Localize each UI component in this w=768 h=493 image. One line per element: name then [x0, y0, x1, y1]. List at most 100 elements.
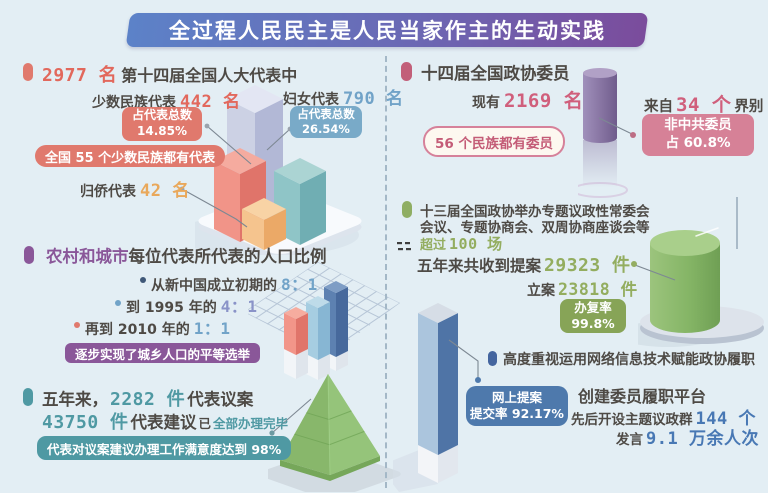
- proposals-label: 五年来共收到提案: [417, 257, 542, 275]
- women-line: 妇女代表 790 名: [283, 84, 403, 109]
- tech-header-text: 高度重视运用网络信息技术赋能政协履职: [503, 352, 755, 368]
- ratio-item2-value: 4：1: [220, 297, 258, 316]
- ratio-header: 农村和城市 每位代表所代表的人口比例: [46, 243, 327, 267]
- meetings-count: 100 场: [449, 235, 503, 253]
- cppcc-sectors-suffix: 界别: [734, 99, 764, 115]
- ethnic-members-text: 56 个民族都有委员: [435, 135, 553, 152]
- women-share-label: 占代表总数: [297, 107, 355, 122]
- online-proposal-label: 网上提案: [491, 389, 542, 405]
- ratio-note-pill: 逐步实现了城乡人口的平等选举: [65, 343, 261, 363]
- women-label: 妇女代表: [283, 92, 339, 108]
- pyramid-graphic: [268, 373, 401, 492]
- filed-label: 立案: [527, 283, 555, 299]
- ratio-item3-text: 再到 2010 年的: [85, 322, 190, 338]
- ratio-item3-value: 1：1: [193, 319, 231, 338]
- platform-title-text: 创建委员履职平台: [578, 387, 707, 406]
- proposals-line: 五年来共收到提案 29323 件: [417, 251, 631, 277]
- ratio-item1: 从新中国成立初期的 8：1: [151, 271, 318, 295]
- ratio-header-text: 每位代表所代表的人口比例: [128, 247, 327, 266]
- meetings-bullet-icon: [402, 201, 412, 218]
- suggestions-label: 代表建议: [130, 413, 197, 432]
- minority-share-badge: 占代表总数 14.85%: [122, 107, 202, 141]
- non-cpc-label: 非中共委员: [664, 117, 732, 134]
- ratio-item2: 到 1995 年的 4：1: [126, 293, 258, 317]
- cppcc-current-line: 现有 2169 名: [472, 86, 583, 113]
- motions-line1: 五年来， 2282 件 代表议案: [42, 385, 253, 411]
- npc-bullet-icon: [23, 63, 33, 81]
- suggestions-status: 全部办理完毕: [213, 416, 289, 431]
- non-cpc-badge: 非中共委员 占 60.8%: [642, 114, 754, 156]
- tech-bullet-icon: [488, 351, 497, 366]
- npc-bar-chart-graphic: [195, 85, 362, 255]
- motions-bullet-icon: [23, 388, 33, 406]
- groups-line: 先后开设主题议政群 144 个: [571, 404, 756, 429]
- reply-rate-value: 99.8%: [571, 316, 615, 331]
- tech-header: 高度重视运用网络信息技术赋能政协履职: [503, 349, 755, 369]
- speech-label: 发言: [616, 432, 643, 448]
- groups-label: 先后开设主题议政群: [571, 412, 693, 428]
- satisfaction-text: 代表对议案建议办理工作满意度达到 98%: [47, 441, 282, 457]
- cppcc-header: 十四届全国政协委员: [421, 60, 570, 84]
- purple-cylinder-graphic: [578, 68, 628, 198]
- suggestions-count: 43750 件: [42, 412, 129, 433]
- satisfaction-pill: 代表对议案建议办理工作满意度达到 98%: [37, 436, 292, 460]
- platform-title: 创建委员履职平台: [578, 383, 706, 407]
- deco-dashes: [397, 242, 411, 251]
- online-proposal-badge: 网上提案 提交率 92.17%: [466, 386, 568, 426]
- filed-number: 23818 件: [558, 280, 638, 299]
- ratio-item1-value: 8：1: [281, 275, 318, 294]
- motions-line2: 43750 件 代表建议 已 全部办理完毕: [42, 408, 288, 434]
- motions-count: 2282 件: [110, 389, 186, 410]
- ratio-item2-text: 到 1995 年的: [126, 300, 217, 316]
- ratio-item3: 再到 2010 年的 1：1: [85, 315, 231, 339]
- speech-line: 发言 9.1 万余人次: [616, 424, 759, 449]
- motions-line1-pre: 五年来，: [42, 390, 108, 409]
- cppcc-sectors-line: 来自 34 个 界别: [644, 90, 763, 117]
- deco-line: [736, 197, 738, 249]
- cppcc-header-text: 十四届全国政协委员: [421, 64, 570, 83]
- minority-share-label: 占代表总数: [131, 108, 192, 123]
- ratio-bar-chart-graphic: [248, 262, 400, 380]
- green-cylinder-graphic: [638, 227, 764, 347]
- online-proposal-rate: 提交率 92.17%: [470, 406, 564, 421]
- meetings-line1: 十三届全国政协举办专题议政性常委会: [420, 200, 650, 220]
- cppcc-bullet-icon: [401, 62, 412, 81]
- ratio-bullet-icon: [24, 246, 34, 264]
- reply-rate-badge: 办复率 99.8%: [560, 299, 626, 333]
- minority-note-text: 全国 55 个少数民族都有代表: [45, 150, 216, 166]
- meetings-line2-text: 会议、专题协商会、双周协商座谈会等: [420, 220, 650, 236]
- women-share-value: 26.54%: [302, 122, 350, 136]
- ratio-item1-text: 从新中国成立初期的: [151, 278, 277, 294]
- npc-header-text: 第十四届全国人大代表中: [121, 66, 298, 85]
- npc-header: 2977 名 第十四届全国人大代表中: [42, 61, 297, 87]
- meetings-count-line: 超过 100 场: [420, 233, 503, 254]
- women-number: 790 名: [343, 89, 404, 109]
- filed-line: 立案 23818 件: [527, 276, 638, 300]
- non-cpc-value: 占 60.8%: [665, 135, 731, 151]
- returned-label: 归侨代表: [80, 184, 136, 200]
- npc-total-number: 2977 名: [42, 65, 118, 86]
- ratio-item2-dot: [115, 300, 121, 306]
- blue-column-graphic: [393, 303, 458, 492]
- returned-number: 42 名: [140, 181, 190, 201]
- ratio-header-highlight: 农村和城市: [46, 247, 129, 266]
- minority-note-pill: 全国 55 个少数民族都有代表: [35, 145, 226, 167]
- returned-overseas-line: 归侨代表 42 名: [80, 176, 190, 201]
- cppcc-sectors-pre: 来自: [644, 99, 673, 115]
- ratio-item3-dot: [74, 322, 80, 328]
- proposals-number: 29323 件: [544, 255, 631, 276]
- meetings-line1-text: 十三届全国政协举办专题议政性常委会: [420, 204, 650, 220]
- meetings-over-label: 超过: [420, 238, 447, 253]
- column-divider: [385, 56, 387, 488]
- reply-rate-label: 办复率: [574, 299, 612, 315]
- motions-line1-post: 代表议案: [187, 390, 254, 409]
- minority-share-value: 14.85%: [137, 124, 187, 138]
- cppcc-sectors-number: 34 个: [676, 94, 732, 116]
- ratio-note-text: 逐步实现了城乡人口的平等选举: [75, 346, 251, 362]
- women-share-badge: 占代表总数 26.54%: [290, 106, 362, 138]
- suggestions-status-pre: 已: [198, 416, 212, 431]
- cppcc-current-number: 2169 名: [504, 90, 584, 112]
- speech-number: 9.1 万余人次: [646, 429, 759, 449]
